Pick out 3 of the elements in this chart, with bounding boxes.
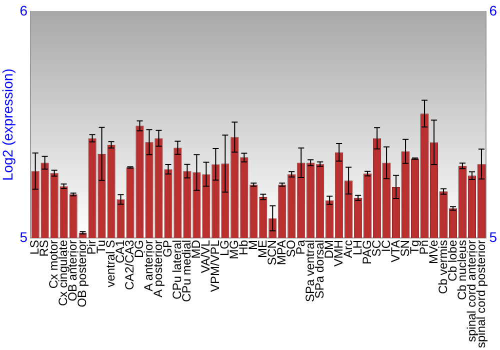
y2-tick-label: 6 [489, 2, 498, 18]
y-axis-title: Log2 (expression) [0, 68, 16, 181]
y2-tick-label: 5 [489, 228, 498, 245]
